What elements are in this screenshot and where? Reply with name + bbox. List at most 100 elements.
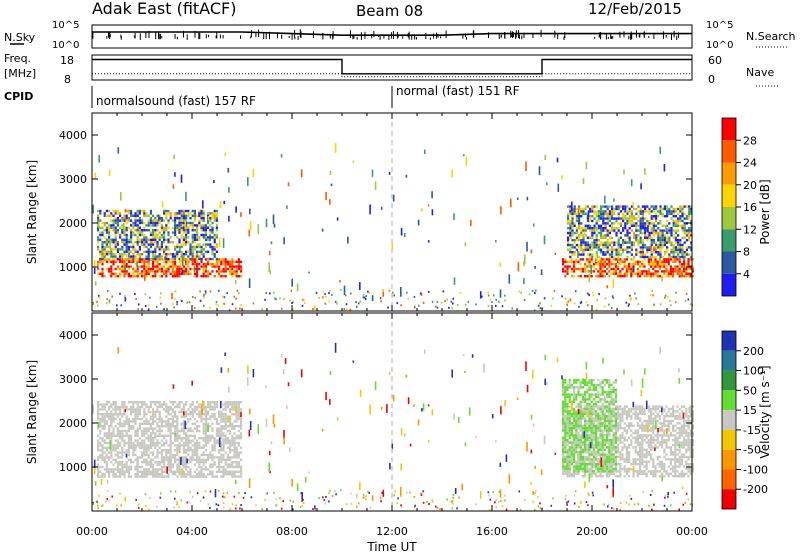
data-cell (204, 458, 207, 461)
data-cell (103, 432, 106, 435)
data-cell (204, 417, 207, 421)
data-cell (615, 231, 618, 235)
data-cell (202, 217, 205, 220)
data-cell (567, 217, 570, 220)
data-cell (174, 214, 177, 217)
data-cell (641, 453, 644, 456)
data-cell (612, 258, 615, 261)
colorbar-tick-label: 4 (743, 268, 750, 281)
data-cell (158, 415, 161, 418)
data-cell (575, 448, 578, 451)
data-cell (641, 231, 644, 235)
data-cell (169, 214, 172, 217)
data-cell (584, 205, 587, 208)
data-cell (110, 415, 113, 418)
data-cell (158, 417, 161, 421)
data-cell (125, 263, 128, 266)
data-cell (634, 441, 637, 444)
data-cell (147, 405, 150, 409)
data-cell (130, 408, 133, 411)
data-cell (641, 443, 644, 447)
data-cell (597, 212, 600, 215)
data-cell (624, 222, 627, 225)
data-cell (176, 250, 179, 253)
data-cell (643, 465, 646, 468)
data-cell (127, 458, 130, 461)
freq-right-tick-bottom: 0 (708, 73, 715, 86)
data-cell (187, 241, 190, 244)
data-cell (584, 263, 587, 266)
velocity-data (92, 342, 694, 511)
echo-cell (180, 223, 182, 227)
data-cell (648, 224, 651, 227)
data-cell (152, 420, 155, 423)
data-cell (182, 425, 185, 428)
data-cell (165, 410, 168, 413)
data-cell (134, 432, 137, 435)
data-cell (677, 222, 680, 225)
data-cell (108, 473, 111, 476)
data-cell (571, 215, 574, 218)
data-cell (661, 246, 664, 249)
data-cell (617, 451, 620, 454)
echo-cell (223, 302, 225, 305)
data-cell (202, 272, 205, 275)
data-cell (108, 429, 111, 433)
data-cell (564, 443, 567, 447)
data-cell (604, 210, 607, 213)
data-cell (180, 415, 183, 418)
data-cell (218, 461, 221, 464)
data-cell (685, 270, 688, 273)
data-cell (591, 231, 594, 235)
data-cell (637, 251, 640, 254)
data-cell (235, 267, 238, 271)
data-cell (566, 472, 569, 475)
data-cell (110, 410, 113, 413)
data-cell (112, 257, 115, 261)
data-cell (147, 410, 150, 413)
data-cell (689, 272, 692, 275)
data-cell (167, 422, 170, 425)
echo-cell (687, 298, 690, 301)
data-cell (641, 458, 644, 461)
data-cell (171, 415, 174, 418)
data-cell (125, 465, 128, 469)
data-cell (174, 453, 177, 457)
data-cell (590, 410, 593, 413)
data-cell (121, 432, 124, 435)
data-cell (623, 436, 626, 439)
echo-cell (651, 205, 653, 208)
data-cell (575, 267, 578, 271)
data-cell (145, 267, 148, 271)
data-cell (160, 245, 163, 249)
data-cell (633, 207, 636, 211)
data-cell (593, 241, 596, 244)
data-cell (229, 470, 232, 473)
data-cell (611, 236, 614, 239)
data-cell (237, 453, 240, 457)
data-cell (174, 401, 177, 404)
echo-cell (592, 294, 594, 297)
data-cell (674, 231, 677, 235)
data-cell (134, 429, 137, 433)
data-cell (233, 473, 236, 476)
data-cell (114, 212, 117, 215)
data-cell (659, 241, 662, 244)
data-cell (215, 209, 218, 213)
echo-cell (489, 298, 492, 301)
data-cell (180, 250, 183, 253)
echo-cell (534, 292, 536, 294)
data-cell (240, 417, 243, 421)
data-cell (657, 215, 660, 218)
data-cell (589, 229, 592, 232)
data-cell (639, 419, 642, 423)
data-cell (628, 207, 631, 211)
data-cell (207, 236, 210, 239)
data-cell (209, 217, 212, 220)
data-cell (108, 427, 111, 430)
data-cell (154, 241, 157, 244)
data-cell (666, 224, 669, 227)
data-cell (215, 475, 218, 478)
data-cell (149, 243, 152, 246)
data-cell (174, 449, 177, 452)
